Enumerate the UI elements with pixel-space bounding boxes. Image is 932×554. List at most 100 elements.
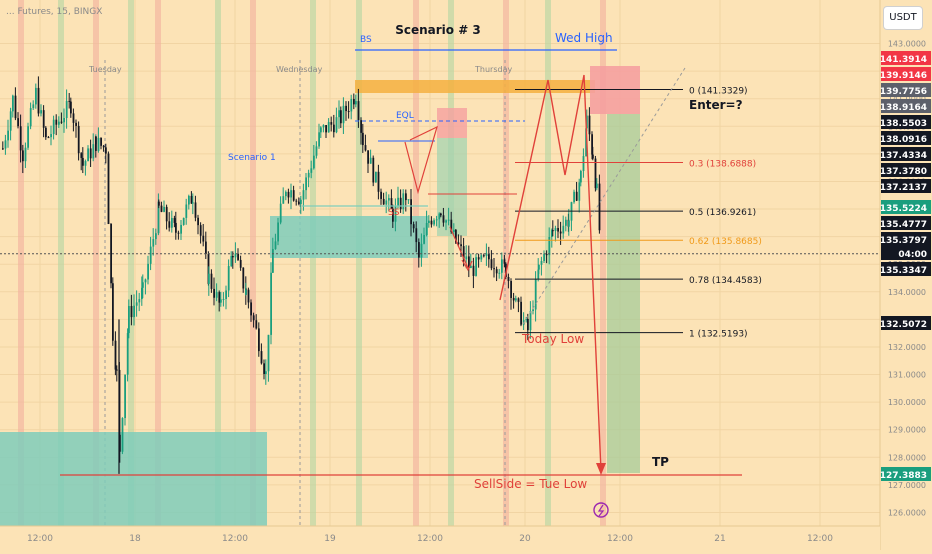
session-band [215, 0, 221, 526]
session-band [155, 0, 161, 526]
candle-body [460, 244, 462, 247]
candle-body [52, 119, 55, 135]
candle-body [19, 126, 22, 151]
candle-body [503, 259, 506, 264]
candle-body [335, 117, 338, 133]
candle-body [534, 279, 537, 310]
candle-body [353, 99, 355, 105]
currency-button[interactable]: USDT [883, 6, 923, 30]
candle-body [202, 235, 205, 242]
candle-body [407, 199, 410, 201]
session-band [18, 0, 24, 526]
candle-body [258, 328, 260, 352]
candle-body [580, 170, 582, 183]
candle-body [292, 190, 295, 201]
candle-body [538, 264, 540, 270]
candle-body [267, 334, 270, 372]
candle-body [2, 148, 4, 150]
candle-body [89, 148, 92, 159]
candle-body [468, 256, 470, 269]
candle-body [423, 235, 425, 244]
candle-body [225, 290, 227, 299]
candle-body [116, 369, 118, 371]
candle-body [315, 146, 318, 156]
candle-body [138, 299, 141, 303]
candle-body [133, 305, 135, 318]
candle-body [55, 119, 58, 125]
candle-body [279, 203, 282, 223]
candle-body [338, 110, 340, 118]
candle-body [300, 199, 302, 205]
candle-body [29, 108, 32, 127]
candle-body [142, 282, 144, 288]
price-badge-label: 127.3883 [880, 471, 927, 481]
candle-body [515, 298, 517, 301]
price-badge-label: 138.5503 [880, 119, 927, 129]
candle-body [213, 288, 215, 298]
candle-body [548, 237, 551, 256]
candle-body [554, 228, 557, 232]
price-badge-label: 137.3780 [880, 167, 927, 177]
price-badge-label: 135.3797 [880, 236, 927, 246]
price-tick: 127.0000 [888, 481, 926, 490]
candle-body [147, 263, 149, 280]
symbol-header: ... Futures, 15, BINGX [6, 7, 102, 17]
price-badge [881, 179, 931, 193]
price-badge-label: 139.9146 [880, 71, 927, 81]
drawings [0, 49, 880, 518]
candle-body [141, 287, 143, 300]
candle-body [510, 281, 512, 298]
session-band [545, 0, 551, 526]
price-badge [881, 99, 931, 113]
candle-body [24, 147, 27, 162]
candle-body [185, 204, 188, 218]
candle-body [420, 243, 423, 258]
candle-body [517, 298, 520, 302]
scenario-zigzag-main [499, 74, 602, 472]
candle-body [347, 111, 350, 113]
candle-body [529, 310, 532, 331]
candle-body [333, 124, 335, 133]
scenario-zigzag-1 [404, 125, 438, 195]
candle-body [582, 156, 585, 171]
candle-body [58, 121, 60, 125]
candle-body [50, 134, 52, 138]
time-tick: 12:00 [607, 534, 633, 544]
candle-body [592, 154, 594, 159]
candle-body [385, 200, 388, 205]
candle-body [227, 265, 230, 291]
time-tick: 19 [324, 534, 336, 544]
candle-body [194, 202, 197, 218]
candle-body [9, 111, 12, 131]
candle-body [80, 153, 83, 158]
candle-body [405, 193, 407, 201]
candle-body [149, 246, 152, 264]
candle-body [559, 231, 562, 234]
price-badge [881, 200, 931, 214]
candle-body [543, 254, 545, 262]
candle-body [277, 222, 279, 242]
candle-body [157, 201, 160, 234]
candle-body [287, 191, 290, 198]
candle-body [250, 302, 252, 316]
candle-body [438, 213, 441, 220]
candle-body [594, 158, 597, 189]
candle-body [222, 298, 225, 300]
candle-body [520, 301, 522, 325]
time-tick: 12:00 [27, 534, 53, 544]
candle-body [107, 153, 110, 225]
supply-zone-orange [355, 80, 595, 93]
candle-body [596, 183, 598, 189]
candle-body [177, 232, 180, 234]
candle-body [457, 242, 460, 245]
price-badge-label: 139.7756 [880, 87, 927, 97]
candle-body [367, 150, 369, 164]
candle-body [375, 171, 377, 183]
candle-body [270, 272, 272, 335]
candle-body [205, 241, 207, 254]
price-badge [881, 131, 931, 145]
candle-body [218, 292, 221, 303]
price-badge [881, 246, 931, 260]
price-badge-label: 137.4334 [880, 151, 927, 161]
